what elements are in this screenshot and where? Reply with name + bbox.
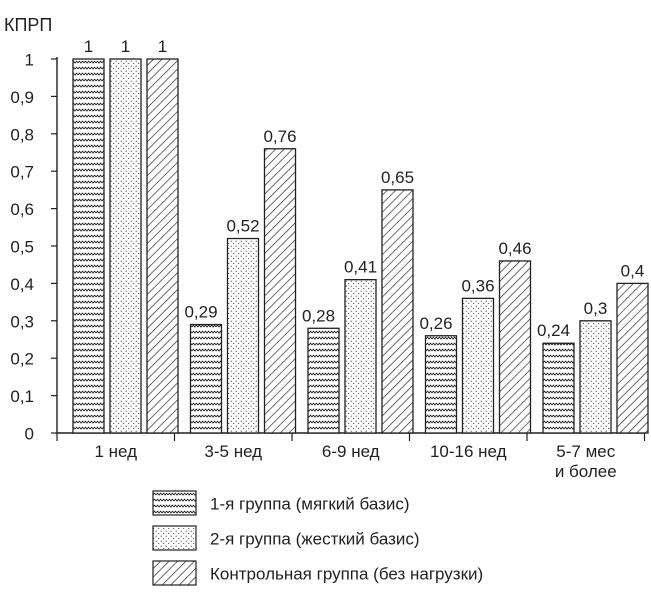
legend-swatch [152,490,197,516]
bar-value-label: 1 [158,37,167,56]
bar-value-label: 0,4 [621,261,645,280]
bar [616,282,649,434]
bar-value-label: 0,29 [184,303,217,322]
x-category-label: и более [555,462,617,481]
bar-value-label: 0,36 [461,276,494,295]
bar-value-label: 0,28 [302,306,335,325]
bar [146,58,179,434]
x-category-label: 10-16 нед [430,442,507,461]
bar [381,189,414,434]
bar-value-label: 0,46 [498,239,531,258]
x-category-label: 5-7 мес [556,442,615,461]
y-tick-label: 1 [25,51,34,70]
bar-value-label: 0,26 [419,314,452,333]
bar [307,327,340,434]
bar [263,148,297,434]
y-tick-label: 0,7 [10,163,34,182]
bar [461,297,495,434]
bar [72,58,105,434]
y-tick-label: 0,1 [10,387,34,406]
bar [344,279,377,434]
x-category-label: 1 нед [94,442,137,461]
bar [579,320,612,434]
y-tick-label: 0,5 [10,238,34,257]
legend-label: Контрольная группа (без нагрузки) [210,565,483,584]
bar-value-label: 0,41 [344,258,377,277]
y-tick-label: 0,2 [10,350,34,369]
legend-swatch [152,525,197,551]
x-category-label: 6-9 нед [322,442,380,461]
x-category-label: 3-5 нед [204,442,262,461]
y-tick-label: 0,6 [10,200,34,219]
bar [109,58,142,434]
bar-value-label: 0,52 [226,217,259,236]
y-tick-label: 0 [25,425,34,444]
bar [424,335,458,434]
legend-swatch [152,560,197,586]
y-tick-label: 0,9 [10,88,34,107]
bar-value-label: 0,76 [263,127,296,146]
legend-label: 2-я группа (жесткий базис) [210,530,420,549]
y-tick-label: 0,4 [10,275,34,294]
y-axis-title: КПРП [4,15,52,35]
bar [498,260,532,434]
bar-value-label: 1 [84,37,93,56]
bar [226,237,260,434]
bar-value-label: 0,24 [537,321,570,340]
bar-value-label: 1 [121,37,130,56]
y-tick-label: 0,3 [10,312,34,331]
bar-value-label: 0,3 [584,299,608,318]
legend-label: 1-я группа (мягкий базис) [210,495,410,514]
bar-value-label: 0,65 [381,168,414,187]
bar [542,342,575,434]
y-tick-label: 0,8 [10,125,34,144]
bar [189,323,223,434]
